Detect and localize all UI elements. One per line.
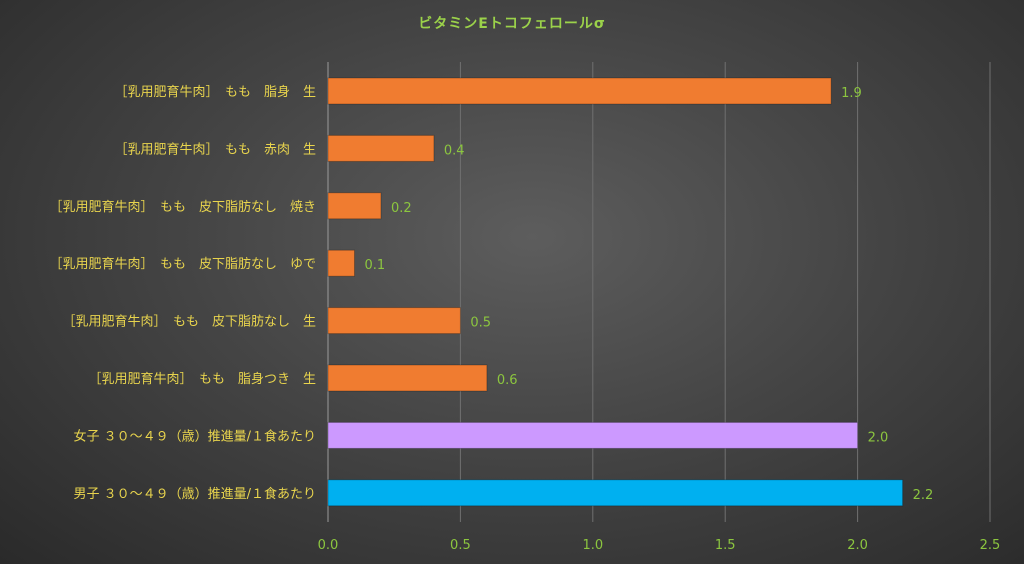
bar <box>327 364 488 392</box>
bar <box>327 249 355 277</box>
bar <box>327 134 435 162</box>
chart-title: ビタミンEトコフェロールσ <box>418 16 606 32</box>
value-label: 0.5 <box>470 316 491 331</box>
category-label: ［乳用肥育牛肉］ もも 脂身つき 生 <box>88 371 316 387</box>
x-tick-label: 2.5 <box>980 538 1001 553</box>
x-tick-label: 0.0 <box>318 538 339 553</box>
gridlines <box>459 62 991 522</box>
bars <box>327 77 904 507</box>
category-label: ［乳用肥育牛肉］ もも 皮下脂肪なし 焼き <box>49 199 316 215</box>
x-tick-label: 2.0 <box>847 538 868 553</box>
x-tick-label: 1.0 <box>582 538 603 553</box>
value-label: 0.6 <box>497 373 518 388</box>
category-label: ［乳用肥育牛肉］ もも 脂身 生 <box>114 84 316 100</box>
bar <box>327 307 461 335</box>
category-label: ［乳用肥育牛肉］ もも 皮下脂肪なし ゆで <box>49 256 316 272</box>
bar <box>327 77 832 105</box>
category-label: ［乳用肥育牛肉］ もも 皮下脂肪なし 生 <box>62 314 316 330</box>
value-label: 2.0 <box>868 430 889 445</box>
labels: 0.0 0.5 1.0 1.5 2.0 2.5 ［乳用肥育牛肉］ もも 脂身 生 1.9 ［乳用… <box>49 84 1000 553</box>
category-label: 女子 ３０～４９（歳）推進量/１食あたり <box>73 428 316 444</box>
category-label: 男子 ３０～４９（歳）推進量/１食あたり <box>73 486 316 502</box>
value-label: 1.9 <box>841 86 862 101</box>
category-label: ［乳用肥育牛肉］ もも 赤肉 生 <box>114 141 316 157</box>
x-tick-label: 1.5 <box>715 538 736 553</box>
bar <box>327 479 904 507</box>
value-label: 0.2 <box>391 201 412 216</box>
bar <box>327 192 382 220</box>
x-tick-label: 0.5 <box>450 538 471 553</box>
bar <box>327 421 859 449</box>
value-label: 0.4 <box>444 143 465 158</box>
value-label: 2.2 <box>913 488 934 503</box>
value-label: 0.1 <box>364 258 385 273</box>
